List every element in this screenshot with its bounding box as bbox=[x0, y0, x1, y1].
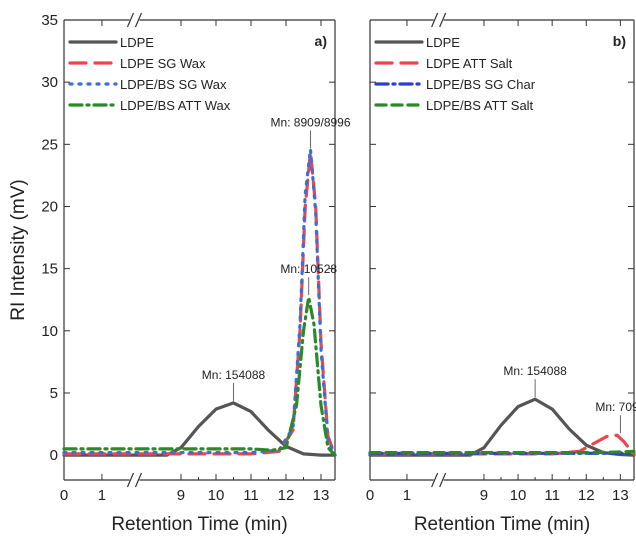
annotation-label: Mn: 7093 bbox=[595, 400, 636, 414]
legend-label: LDPE/BS SG Char bbox=[426, 77, 536, 92]
annotation-label: Mn: 154088 bbox=[503, 364, 567, 378]
x-tick-label: 11 bbox=[544, 487, 560, 504]
y-tick-label: 15 bbox=[41, 261, 58, 278]
axis-break-mark bbox=[126, 472, 135, 488]
legend-label: LDPE bbox=[426, 35, 460, 50]
x-tick-label: 9 bbox=[480, 487, 488, 504]
axis-break-gap bbox=[433, 477, 444, 483]
y-tick-label: 30 bbox=[41, 74, 58, 91]
x-axis-title: Retention Time (min) bbox=[414, 514, 590, 535]
x-tick-label: 10 bbox=[510, 487, 527, 504]
series-line-4 bbox=[368, 449, 636, 455]
axis-break-mark bbox=[134, 12, 143, 28]
x-tick-label: 13 bbox=[612, 487, 629, 504]
annotation-label: Mn: 10528 bbox=[280, 262, 337, 276]
x-axis-title: Retention Time (min) bbox=[111, 514, 287, 535]
x-tick-label: 12 bbox=[578, 487, 595, 504]
x-tick-label: 11 bbox=[243, 487, 259, 504]
x-tick-label: 13 bbox=[313, 487, 330, 504]
annotation-label: Mn: 154088 bbox=[202, 368, 266, 382]
x-tick-label: 10 bbox=[208, 487, 225, 504]
series-line-1 bbox=[62, 401, 337, 457]
x-tick-label: 12 bbox=[278, 487, 295, 504]
y-tick-label: 25 bbox=[41, 136, 58, 153]
legend-label: LDPE/BS ATT Wax bbox=[120, 98, 231, 113]
y-tick-label: 20 bbox=[41, 198, 58, 215]
axis-break-mark bbox=[126, 12, 135, 28]
y-tick-label: 10 bbox=[41, 323, 58, 340]
axis-break-mark bbox=[439, 472, 447, 488]
axis-break-mark bbox=[134, 472, 143, 488]
axis-break-mark bbox=[431, 12, 439, 28]
y-tick-label: 0 bbox=[50, 447, 58, 464]
x-tick-label: 1 bbox=[98, 487, 106, 504]
series-line-3 bbox=[62, 147, 337, 457]
legend-label: LDPE/BS SG Wax bbox=[120, 77, 227, 92]
axis-break-gap bbox=[129, 477, 140, 483]
y-axis-title: RI Intensity (mV) bbox=[8, 179, 29, 320]
axis-break-gap bbox=[433, 17, 444, 23]
y-tick-label: 5 bbox=[50, 385, 58, 402]
legend-label: LDPE ATT Salt bbox=[426, 56, 513, 71]
axis-break-gap bbox=[129, 17, 140, 23]
x-tick-label: 1 bbox=[403, 487, 411, 504]
annotation-label: Mn: 8909/8996 bbox=[270, 116, 350, 130]
x-tick-label: 9 bbox=[177, 487, 185, 504]
panel-a: 0 5 10 15 20 25 30 35 0 1 9 10 11 12 13 Retention Time … bbox=[8, 12, 351, 535]
axis-break-mark bbox=[439, 12, 447, 28]
legend-label: LDPE/BS ATT Salt bbox=[426, 98, 534, 113]
panel-b: 0 1 9 10 11 12 13 Retention Time (min) b) Mn: 154… bbox=[366, 12, 636, 535]
y-tick-label: 35 bbox=[41, 12, 58, 29]
panel-label: b) bbox=[613, 33, 626, 49]
axis-break-mark bbox=[431, 472, 439, 488]
x-tick-label: 0 bbox=[366, 487, 374, 504]
legend-label: LDPE bbox=[120, 35, 154, 50]
x-tick-label: 0 bbox=[60, 487, 68, 504]
legend-label: LDPE SG Wax bbox=[120, 56, 206, 71]
series-line-4 bbox=[62, 295, 337, 457]
panel-label: a) bbox=[315, 33, 327, 49]
